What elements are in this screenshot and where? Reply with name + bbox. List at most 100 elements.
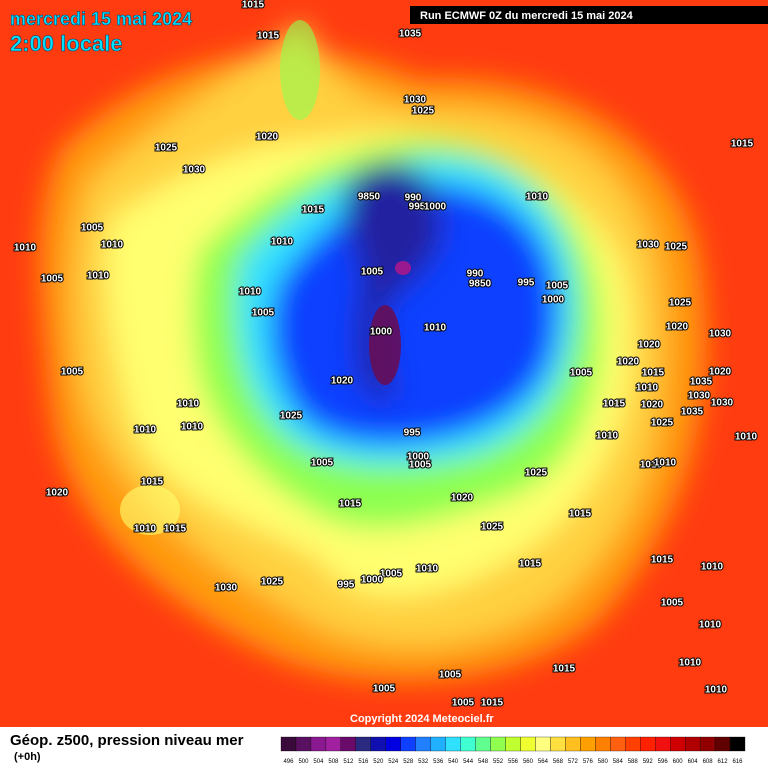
- colorbar-label: 524: [388, 759, 399, 765]
- copyright: Copyright 2024 Meteociel.fr: [350, 713, 494, 725]
- isobar-label: 1010: [271, 237, 294, 248]
- isobar-label: 1020: [638, 340, 661, 351]
- isobar-label: 1000: [370, 327, 393, 338]
- colorbar-label: 604: [688, 759, 699, 765]
- isobar-label: 995: [409, 202, 426, 213]
- colorbar-swatch: [400, 736, 416, 752]
- isobar-labels: 1015 1015 1035 1030 1025 1020 1025 1030 1015 9850…: [13, 0, 759, 710]
- colorbar-label: 556: [508, 759, 519, 765]
- colorbar-swatch: [325, 736, 342, 752]
- colorbar-label: 500: [298, 759, 309, 765]
- colorbar-swatch: [714, 736, 731, 752]
- colorbar-swatch: [670, 736, 686, 752]
- isobar-label: 1035: [690, 377, 713, 388]
- isobar-label: 1010: [239, 287, 262, 298]
- isobar-label: 1005: [61, 367, 84, 378]
- isobar-label: 1010: [134, 425, 157, 436]
- isobar-label: 1005: [452, 698, 475, 709]
- isobar-label: 1010: [701, 562, 724, 573]
- colorbar-label: 532: [418, 759, 429, 765]
- isobar-label: 1025: [261, 577, 284, 588]
- colorbar-swatch: [550, 736, 566, 752]
- isobar-label: 1015: [141, 477, 164, 488]
- isobar-label: 1005: [252, 308, 275, 319]
- colorbar-swatch: [430, 736, 446, 752]
- isobar-label: 1035: [681, 407, 704, 418]
- colorbar-label: 560: [523, 759, 534, 765]
- isobar-label: 1010: [177, 399, 200, 410]
- colorbar-label: 508: [328, 759, 339, 765]
- isobar-label: 990: [467, 269, 484, 280]
- isobar-label: 1015: [553, 664, 576, 675]
- colorbar: 496 500 504 508 512 516 520 524 528 532 536 540 544 5…: [280, 736, 746, 765]
- isobar-label: 1020: [331, 376, 354, 387]
- colorbar-label: 512: [343, 759, 354, 765]
- isobar-label: 1000: [424, 202, 447, 213]
- isobar-label: 990: [405, 193, 422, 204]
- colorbar-label: 564: [538, 759, 549, 765]
- colorbar-label: 520: [373, 759, 384, 765]
- colorbar-label: 580: [598, 759, 609, 765]
- colorbar-swatch: [415, 736, 431, 752]
- isobar-label: 1025: [280, 411, 303, 422]
- isobar-label: 1015: [257, 31, 280, 42]
- isobar-label: 1010: [526, 192, 549, 203]
- isobar-label: 1010: [181, 422, 204, 433]
- colorbar-swatch: [565, 736, 581, 752]
- isobar-label: 1005: [373, 684, 396, 695]
- isobar-label: 1015: [569, 509, 592, 520]
- isobar-label: 995: [338, 580, 355, 591]
- isobar-label: 1010: [596, 431, 619, 442]
- colorbar-label: 516: [358, 759, 369, 765]
- isobar-label: 1030: [711, 398, 734, 409]
- isobar-label: 1005: [409, 460, 432, 471]
- colorbar-swatch: [280, 736, 297, 752]
- colorbar-label: 576: [583, 759, 594, 765]
- colorbar-label: 572: [568, 759, 579, 765]
- colorbar-label: 548: [478, 759, 489, 765]
- isobar-label: 1020: [641, 400, 664, 411]
- isobar-label: 1010: [101, 240, 124, 251]
- colorbar-swatch: [295, 736, 312, 752]
- colorbar-swatch: [490, 736, 506, 752]
- isobar-label: 1010: [87, 271, 110, 282]
- isobar-label: 1005: [81, 223, 104, 234]
- isobar-label: 9850: [358, 192, 381, 203]
- isobar-label: 1015: [603, 399, 626, 410]
- isobar-label: 1015: [642, 368, 665, 379]
- isobar-label: 1025: [669, 298, 692, 309]
- colorbar-label: 544: [463, 759, 474, 765]
- colorbar-label: 592: [643, 759, 654, 765]
- isobar-label: 1005: [439, 670, 462, 681]
- isobar-label: 1025: [665, 242, 688, 253]
- colorbar-label: 600: [673, 759, 684, 765]
- isobar-label: 1005: [311, 458, 334, 469]
- isobar-label: 1030: [637, 240, 660, 251]
- isobar-label: 1030: [183, 165, 206, 176]
- isobar-label: 1015: [731, 139, 754, 150]
- isobar-label: 1020: [46, 488, 69, 499]
- colorbar-label: 588: [628, 759, 639, 765]
- colorbar-label: 584: [613, 759, 624, 765]
- colorbar-swatch: [640, 736, 656, 752]
- isobar-label: 1010: [679, 658, 702, 669]
- run-box: [410, 6, 768, 24]
- colorbar-label: 568: [553, 759, 564, 765]
- colorbar-swatch: [625, 736, 641, 752]
- isobar-label: 1015: [242, 0, 265, 11]
- colorbar-swatch: [475, 736, 491, 752]
- isobar-label: 1010: [636, 383, 659, 394]
- isobar-label: 1010: [640, 460, 663, 471]
- isobar-label: 9850: [469, 279, 492, 290]
- colorbar-swatch: [355, 736, 371, 752]
- isobar-label: 1005: [570, 368, 593, 379]
- colorbar-label: 596: [658, 759, 669, 765]
- isobar-label: 1015: [651, 555, 674, 566]
- isobar-label: 995: [518, 278, 535, 289]
- date-label: mercredi 15 mai 2024: [10, 9, 192, 29]
- colorbar-swatch: [385, 736, 401, 752]
- isobar-label: 1000: [407, 452, 430, 463]
- isobar-label: 1010: [735, 432, 758, 443]
- isobar-label: 1010: [705, 685, 728, 696]
